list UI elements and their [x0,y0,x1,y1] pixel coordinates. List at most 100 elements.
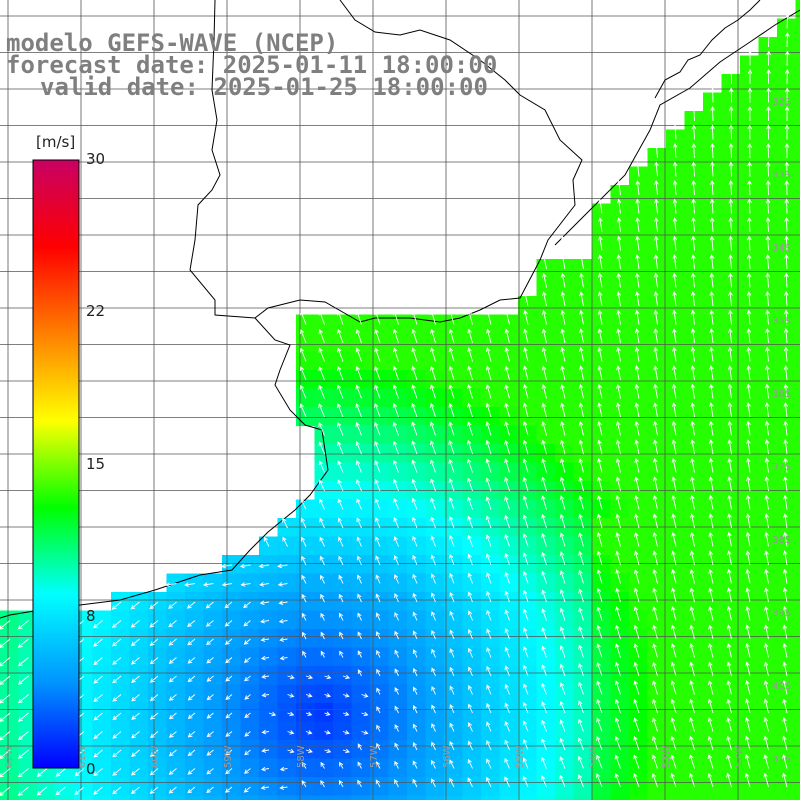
wind-arrow [243,768,251,774]
wind-arrow [690,476,695,492]
wind-arrow [205,601,214,609]
wind-cell [203,629,223,649]
wind-arrow [318,310,325,325]
wind-cell [795,351,800,371]
wind-arrow [277,563,288,569]
wind-arrow [320,650,325,658]
wind-arrow [672,272,677,288]
wind-arrow [708,494,714,510]
wind-arrow [412,630,418,640]
wind-arrow [504,683,510,695]
wind-arrow [747,198,752,214]
wind-arrow [187,712,196,719]
wind-arrow [635,254,640,270]
wind-arrow [671,550,677,566]
wind-arrow [0,712,11,722]
wind-arrow [633,624,640,640]
wind-arrow [710,124,715,140]
wind-arrow [633,735,640,751]
wind-arrow [707,698,714,714]
wind-arrow [764,439,770,455]
wind-cell [222,684,242,704]
wind-arrow [652,457,658,473]
wind-arrow [671,420,677,436]
wind-arrow [728,291,733,307]
wind-arrow [449,722,455,732]
wind-arrow [268,711,277,717]
wind-arrow [522,552,529,566]
wind-arrow [412,573,418,584]
wind-cell [259,721,279,741]
wind-arrow [355,384,362,399]
wind-arrow [448,439,455,455]
wind-arrow [782,587,788,603]
wind-arrow [708,420,714,436]
wind-arrow [709,272,715,288]
wind-arrow [187,620,196,627]
wind-arrow [523,328,529,344]
wind-arrow [485,347,492,362]
wind-arrow [376,724,381,732]
wind-arrow [467,572,473,584]
wind-arrow [690,420,695,436]
wind-arrow [338,555,344,566]
wind-arrow [522,720,529,732]
wind-arrow [187,657,196,664]
wind-arrow [318,329,325,344]
wind-arrow [504,458,510,473]
wind-arrow [187,768,196,775]
wind-arrow [392,347,399,362]
wind-cell [647,795,667,800]
wind-arrow [357,779,362,788]
wind-arrow [634,383,640,399]
wind-arrow [672,309,677,325]
wind-cell [240,666,260,686]
wind-arrow [320,574,325,584]
wind-arrow [448,535,455,547]
wind-arrow [615,457,621,473]
wind-cell [795,740,800,760]
wind-arrow [747,180,752,196]
wind-arrow [765,217,771,233]
wind-arrow [746,272,752,288]
wind-arrow [560,272,566,288]
wind-arrow [745,605,751,621]
wind-arrow [305,711,313,716]
wind-cell [185,795,205,800]
wind-arrow [653,383,658,399]
wind-arrow [168,712,177,720]
wind-arrow [0,731,11,741]
wind-arrow [727,420,733,436]
wind-arrow [130,620,140,628]
wind-arrow [691,235,696,251]
wind-arrow [244,712,251,719]
wind-arrow [597,402,603,418]
wind-arrow [726,698,732,714]
wind-arrow [411,328,418,344]
wind-arrow [671,494,677,510]
wind-arrow [485,439,492,455]
wind-arrow [764,494,770,510]
wind-arrow [374,421,381,436]
wind-cell [758,795,778,800]
wind-arrow [784,69,790,85]
wind-arrow [466,439,473,455]
wind-arrow [727,383,733,399]
wind-arrow [783,328,789,344]
wind-arrow [93,786,103,795]
wind-arrow [614,698,621,714]
wind-arrow [224,638,233,645]
wind-arrow [36,768,48,778]
wind-arrow [671,457,677,473]
wind-arrow [337,517,344,529]
wind-arrow [616,254,622,270]
wind-cell [351,795,371,800]
wind-arrow [504,384,510,399]
wind-arrow [374,310,381,325]
wind-arrow [206,694,214,701]
wind-arrow [111,638,122,647]
wind-arrow [448,458,455,473]
wind-cell [185,684,205,704]
wind-arrow [727,402,733,418]
wind-arrow [782,753,788,769]
